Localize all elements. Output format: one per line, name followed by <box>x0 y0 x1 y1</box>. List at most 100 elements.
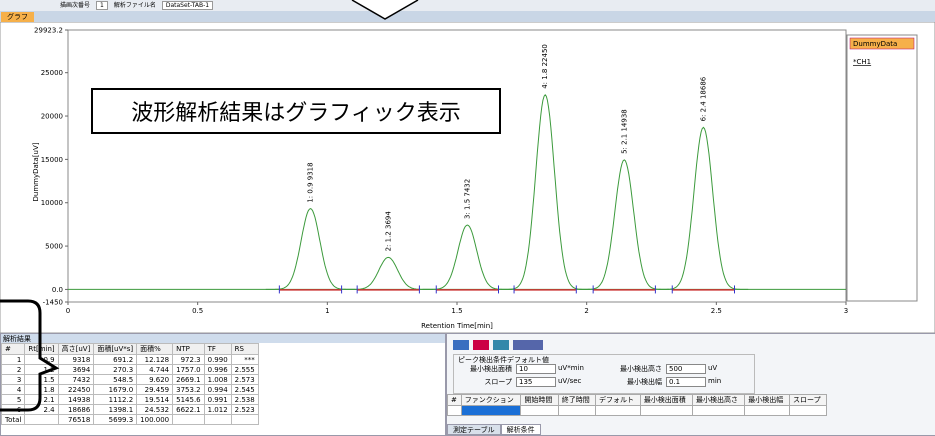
group-box: ピーク検出条件デフォルト値 最小検出面積 10 uV*min 最小検出高さ 500 uV ス… <box>453 354 755 394</box>
cell: 100.000 <box>136 414 174 425</box>
legend-title: DummyData <box>853 40 897 48</box>
cell <box>230 414 259 425</box>
y-tick-label: 5000 <box>45 243 63 251</box>
cell: 2.545 <box>230 384 259 395</box>
column-header: # <box>447 394 462 406</box>
field-value[interactable]: 500 <box>666 364 706 374</box>
cell: 19.514 <box>136 394 174 405</box>
cell: 1398.1 <box>93 404 138 415</box>
chart: DummyData *CH1 Retention Time[min] Dummy… <box>0 22 935 333</box>
column-header: デフォルト <box>595 394 641 406</box>
y-tick-label: 20000 <box>41 113 63 121</box>
column-header: 開始時間 <box>520 394 559 406</box>
cell: 6 <box>0 404 26 415</box>
y-tick-label: 0.0 <box>52 286 63 294</box>
field-value[interactable]: 0.1 <box>666 377 706 387</box>
row <box>447 405 827 416</box>
x-tick-label: 0.5 <box>192 307 203 315</box>
cell: 2 <box>0 364 26 375</box>
column-header: 面積[uV*s] <box>93 343 138 355</box>
toolbar-item: 1 <box>96 1 108 10</box>
cell: 1.2 <box>24 364 59 375</box>
tab[interactable]: グラフ <box>1 12 34 22</box>
toolbar-item: 解析ファイル名 <box>113 2 156 9</box>
results-panel: 解析結果 # Rt[min] 高さ[uV] 面積[uV*s] 面積% NTP TF RS 1 0.… <box>0 333 446 436</box>
panel-title: 解析結果 <box>1 334 445 343</box>
toolbar-item: 描画次番号 <box>60 2 91 9</box>
cell: 2.573 <box>230 374 259 385</box>
cell: 24.532 <box>136 404 174 415</box>
chart-panel <box>0 22 935 333</box>
x-axis-label: Retention Time[min] <box>421 322 493 330</box>
x-tick-label: 1.5 <box>451 307 462 315</box>
field-value[interactable]: 10 <box>516 364 556 374</box>
peak-label: 6: 2.4 18686 <box>699 76 707 121</box>
row: Total 76518 5699.3 100.000 <box>0 414 259 425</box>
cell: 1112.2 <box>93 394 138 405</box>
cell: 9.620 <box>136 374 174 385</box>
cell: 4.744 <box>136 364 174 375</box>
cell: 9318 <box>57 354 95 365</box>
cell: 0.996 <box>203 364 232 375</box>
tab[interactable]: 解析条件 <box>500 424 541 435</box>
header-row: # Rt[min] 高さ[uV] 面積[uV*s] 面積% NTP TF RS <box>0 343 259 355</box>
field-unit: min <box>708 377 722 385</box>
cell: 1.5 <box>24 374 59 385</box>
cell: 1757.0 <box>172 364 205 375</box>
conditions-table: # ファンクション 開始時間 終了時間 デフォルト 最小検出面積 最小検出高さ 最小検出幅 スロ… <box>447 394 827 416</box>
y-tick-label: 15000 <box>41 156 63 164</box>
peak-label: 5: 2.1 14938 <box>620 109 628 154</box>
column-header: 終了時間 <box>557 394 597 406</box>
peak-label: 2: 1.2 3694 <box>384 211 392 252</box>
field-label: 最小検出幅 <box>627 378 662 386</box>
field-unit: uV <box>708 364 718 372</box>
cell <box>744 405 791 416</box>
cell: 3694 <box>57 364 95 375</box>
cell: 0.994 <box>203 384 232 395</box>
cell: 2.4 <box>24 404 59 415</box>
peak <box>500 93 590 290</box>
cell: 2.555 <box>230 364 259 375</box>
column-header: 最小検出面積 <box>639 394 694 406</box>
field-value[interactable]: 135 <box>516 377 556 387</box>
toolbar-item: DataSet-TAB-1 <box>161 1 214 10</box>
x-tick-label: 1 <box>325 307 329 315</box>
cell: 2.523 <box>230 404 259 415</box>
cell <box>789 405 827 416</box>
cell <box>24 414 59 425</box>
column-header: 高さ[uV] <box>57 343 95 355</box>
cell: 270.3 <box>93 364 138 375</box>
cell: 14938 <box>57 394 95 405</box>
cell: 548.5 <box>93 374 138 385</box>
column-header: 最小検出高さ <box>692 394 746 406</box>
y-tick-label: 25000 <box>41 69 63 77</box>
cell: 5145.6 <box>172 394 205 405</box>
icon-bar[interactable] <box>453 340 543 350</box>
tab[interactable]: 測定テーブル <box>447 424 501 435</box>
row: 6 2.4 18686 1398.1 24.532 6622.1 1.012 2.523 <box>0 404 259 415</box>
field-unit: uV/sec <box>558 377 582 385</box>
column-header: TF <box>203 343 232 355</box>
legend-box <box>846 34 918 302</box>
column-header: ファンクション <box>460 394 522 406</box>
cell: 2669.1 <box>172 374 205 385</box>
field-label: スロープ <box>484 378 512 386</box>
column-header: スロープ <box>789 394 827 406</box>
row: 2 1.2 3694 270.3 4.744 1757.0 0.996 2.555 <box>0 364 259 375</box>
cell: 0.990 <box>203 354 232 365</box>
results-table: # Rt[min] 高さ[uV] 面積[uV*s] 面積% NTP TF RS 1 0.9 9318… <box>0 343 259 425</box>
y-tick-label: -1450 <box>43 299 63 307</box>
cell <box>203 414 232 425</box>
row: 4 1.8 22450 1679.0 29.459 3753.2 0.994 2.545 <box>0 384 259 395</box>
cell: 2.1 <box>24 394 59 405</box>
cell: 18686 <box>57 404 95 415</box>
cell: 972.3 <box>172 354 205 365</box>
cell: 691.2 <box>93 354 138 365</box>
cell: 76518 <box>57 414 95 425</box>
row: 5 2.1 14938 1112.2 19.514 5145.6 0.991 2.538 <box>0 394 259 405</box>
legend-item[interactable]: *CH1 <box>853 58 871 66</box>
peak <box>579 159 670 290</box>
x-tick-label: 2.5 <box>711 307 722 315</box>
x-tick-label: 3 <box>844 307 848 315</box>
